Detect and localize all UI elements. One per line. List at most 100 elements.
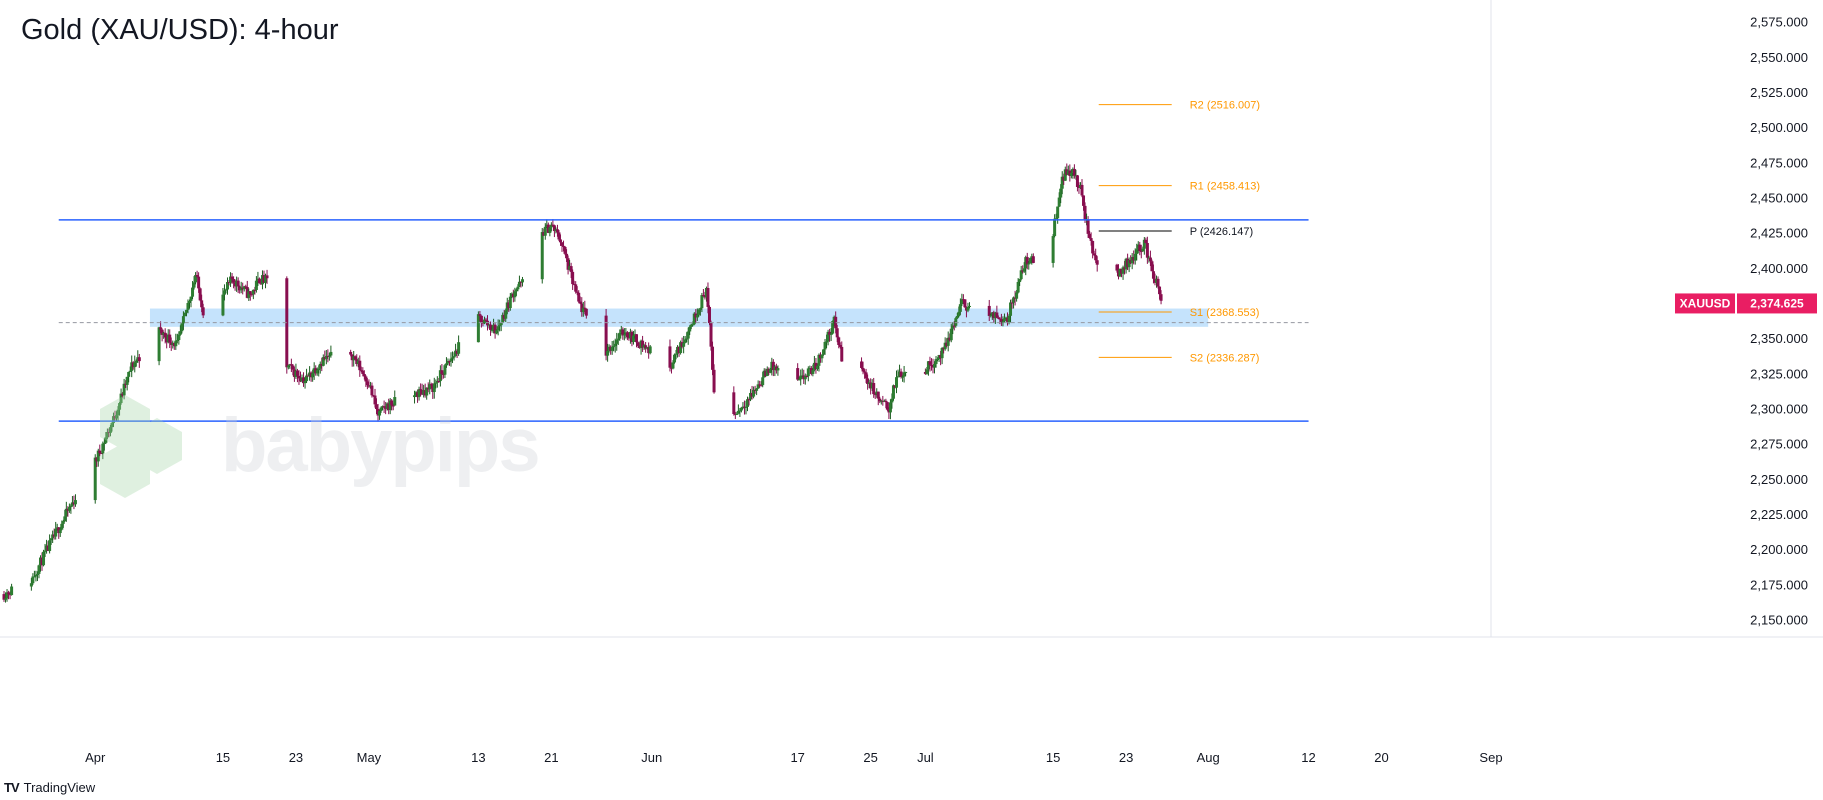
candle-body <box>742 406 746 408</box>
candle-body <box>250 294 254 296</box>
candle-body <box>580 303 584 313</box>
candle-body <box>229 276 233 283</box>
candle-body <box>31 576 35 584</box>
candle-body <box>435 380 439 383</box>
candle-body <box>1135 249 1139 254</box>
candle-body <box>137 357 141 362</box>
candle-body <box>902 372 906 377</box>
candle-body <box>961 299 965 301</box>
candle-body <box>449 358 453 362</box>
watermark-text: babypips <box>221 402 541 488</box>
candle-body <box>447 360 451 362</box>
candle-body <box>96 450 100 462</box>
candle-body <box>1124 258 1128 270</box>
candle-body <box>422 390 426 395</box>
candle-body <box>668 346 672 368</box>
candle-body <box>890 398 894 403</box>
candle-body <box>555 229 559 233</box>
candle-body <box>864 372 868 379</box>
candle-body <box>869 382 873 389</box>
candle-body <box>259 283 263 285</box>
candle-body <box>562 245 566 247</box>
candle-body <box>375 404 379 410</box>
candle-body <box>230 276 234 280</box>
candle-body <box>35 573 39 575</box>
last-price-tag-label: 2,374.625 <box>1750 296 1804 310</box>
candle-body <box>954 318 958 326</box>
candle-body <box>1144 239 1148 244</box>
candle-body <box>891 385 895 399</box>
candle-body <box>691 324 695 326</box>
candle-body <box>628 331 632 339</box>
candle-body <box>221 294 225 316</box>
candle-body <box>1129 259 1133 264</box>
candle-body <box>878 398 882 402</box>
candle-body <box>704 287 708 298</box>
candle-body <box>1148 257 1152 262</box>
candle-body <box>1004 317 1008 319</box>
candle-body <box>1091 240 1095 254</box>
candle-body <box>174 340 178 347</box>
candle-body <box>510 293 514 297</box>
candle-body <box>635 334 639 343</box>
candle-body <box>937 355 941 360</box>
candle-body <box>1053 218 1057 237</box>
candle-body <box>192 282 196 288</box>
candle-body <box>136 357 140 361</box>
candle-body <box>814 362 818 369</box>
candle-body <box>963 299 967 308</box>
candle-body <box>1027 263 1031 265</box>
candle-body <box>496 326 500 331</box>
candle-body <box>520 279 524 283</box>
candle-body <box>119 393 123 404</box>
candle-body <box>624 332 628 335</box>
candle-body <box>1118 268 1122 277</box>
candle-body <box>38 557 42 566</box>
candle-body <box>289 364 293 366</box>
pivot-level-s2-label: S2 (2336.287) <box>1190 352 1260 364</box>
candle-body <box>321 357 325 366</box>
candle-body <box>700 295 704 309</box>
candle-body <box>926 361 930 370</box>
candle-body <box>72 502 76 505</box>
candle-body <box>1115 264 1119 271</box>
y-axis: 2,150.000 2,175.000 2,200.000 2,225.000 2,25… <box>1675 15 1817 627</box>
x-tick-label: 23 <box>1119 750 1133 765</box>
candle-body <box>426 387 430 390</box>
candle-body <box>61 521 65 524</box>
candle-body <box>697 309 701 315</box>
candle-body <box>1054 218 1058 220</box>
candle-body <box>899 371 903 377</box>
candle-body <box>516 286 520 290</box>
candle-body <box>698 308 702 310</box>
y-tick-label: 2,425.000 <box>1750 226 1808 241</box>
candle-body <box>990 312 994 316</box>
candle-body <box>125 376 129 385</box>
candle-body <box>1019 270 1023 280</box>
candle-body <box>326 355 330 357</box>
candle-body <box>645 347 649 349</box>
candle-body <box>423 390 427 396</box>
candle-body <box>29 583 33 587</box>
candle-body <box>581 307 585 313</box>
candle-body <box>257 278 261 284</box>
candle-body <box>711 346 715 370</box>
candle-body <box>308 372 312 377</box>
x-tick-label: Aug <box>1197 750 1220 765</box>
candle-body <box>291 365 295 370</box>
candle-body <box>676 346 680 354</box>
candle-body <box>420 389 424 395</box>
candle-body <box>822 349 826 355</box>
candle-body <box>297 375 301 379</box>
candle-body <box>2 594 6 600</box>
candle-body <box>242 286 246 290</box>
candle-body <box>633 334 637 336</box>
candle-body <box>896 376 900 378</box>
candle-body <box>1030 256 1034 258</box>
candle-body <box>253 289 257 291</box>
candle-body <box>256 278 260 281</box>
candle-body <box>4 598 8 600</box>
candle-body <box>1010 302 1014 304</box>
candle-body <box>701 295 705 297</box>
tradingview-brand[interactable]: TV TradingView <box>4 780 95 795</box>
